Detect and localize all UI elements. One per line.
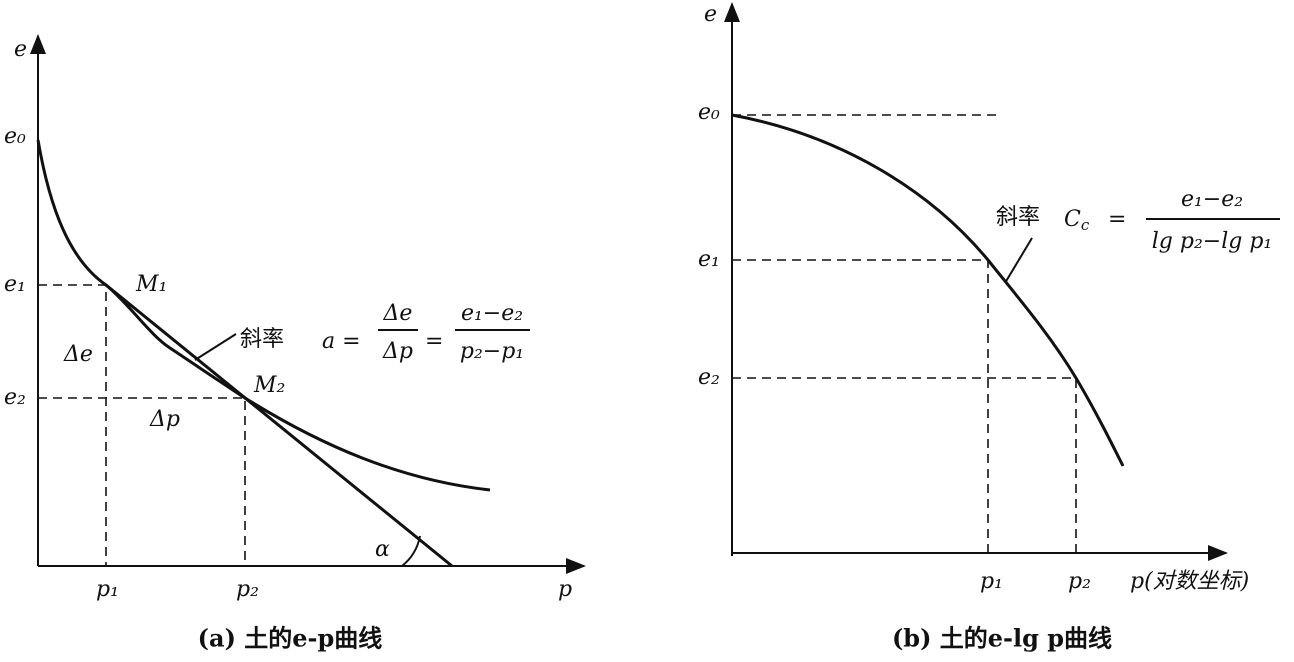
- label: e₂: [698, 365, 720, 390]
- label: e₀: [698, 100, 720, 125]
- label: Δe: [63, 342, 93, 367]
- label: p₁: [980, 569, 1003, 594]
- label: M₂: [253, 373, 285, 398]
- formula: a =: [322, 329, 361, 354]
- label: α: [375, 537, 390, 562]
- label: p₂: [236, 577, 259, 602]
- formula: p₂−p₁: [460, 339, 524, 364]
- leader: [1004, 237, 1033, 284]
- label: p₂: [1068, 569, 1091, 594]
- label: e₁: [698, 247, 720, 272]
- guides: [38, 284, 246, 566]
- label: e₂: [4, 385, 26, 410]
- x-label: p: [558, 577, 572, 602]
- angle-arc: [401, 535, 421, 567]
- formula: Cc: [1064, 207, 1090, 234]
- label: Δp: [149, 407, 180, 432]
- x-label: p(对数坐标): [1130, 569, 1249, 594]
- label: M₁: [135, 272, 167, 297]
- y-label: e: [704, 2, 717, 27]
- formula: =: [425, 329, 443, 354]
- label: p₁: [96, 577, 119, 602]
- symbol-sub: c: [1081, 216, 1090, 234]
- formula: Δp: [382, 339, 413, 364]
- formula: =: [1108, 207, 1126, 232]
- caption: (a) 土的e-p曲线: [198, 624, 383, 653]
- formula: lg p₂−lg p₁: [1152, 229, 1272, 254]
- secant: [105, 283, 453, 568]
- formula: Δe: [383, 301, 413, 326]
- label: e₁: [4, 272, 26, 297]
- y-label: e: [14, 37, 27, 62]
- leader: [194, 333, 237, 361]
- formula-label: 斜率: [240, 327, 284, 352]
- curve: [36, 139, 491, 492]
- guides: [732, 114, 1077, 553]
- panel-a: e p e₀ e₁ e₂ M₁ M₂ Δe Δp p₁ p₂ α 斜率 a = …: [4, 34, 586, 653]
- curve: [731, 113, 1125, 467]
- panel-b: e p(对数坐标) e₀ e₁ e₂ p₁ p₂ 斜率 Cc = e₁−e₂ l…: [698, 2, 1280, 653]
- label: e₀: [4, 124, 26, 149]
- formula: e₁−e₂: [1181, 187, 1243, 212]
- formula-label: 斜率: [996, 205, 1040, 230]
- caption: (b) 土的e-lg p曲线: [892, 624, 1112, 653]
- symbol: C: [1064, 207, 1081, 232]
- formula: e₁−e₂: [461, 301, 523, 326]
